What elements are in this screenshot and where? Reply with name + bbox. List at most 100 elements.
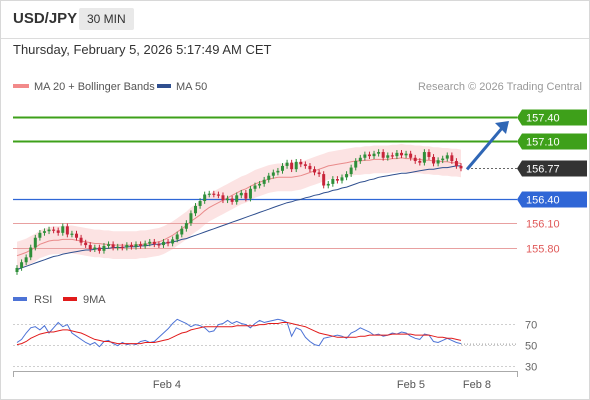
candle-body	[299, 161, 303, 165]
chart-legend: MA 20 + Bollinger Bands MA 50 Research ©…	[13, 81, 582, 93]
candle-body	[38, 232, 42, 238]
candle-body	[52, 229, 56, 231]
candle-body	[354, 161, 358, 168]
candle	[29, 244, 33, 261]
level-value: 157.40	[526, 113, 560, 125]
candle-body	[139, 244, 143, 246]
candle	[24, 254, 28, 266]
candle-body	[216, 194, 220, 196]
candle	[221, 192, 225, 204]
level-value: 157.10	[526, 137, 560, 149]
candle-body	[445, 155, 449, 159]
level-tag	[517, 160, 587, 177]
candle	[56, 227, 60, 236]
candle	[75, 230, 79, 241]
candle	[326, 181, 330, 189]
candle	[454, 158, 458, 169]
candle	[235, 192, 239, 205]
candle	[418, 158, 422, 166]
candle-body	[230, 198, 234, 202]
candle	[70, 230, 74, 238]
candle	[139, 241, 143, 249]
candle	[244, 190, 248, 202]
candle-body	[276, 170, 280, 173]
candle-body	[363, 154, 367, 158]
candle-body	[79, 237, 83, 243]
level-label-157-10: 157.10	[517, 133, 587, 150]
candle-body	[24, 257, 28, 263]
candle	[134, 241, 138, 250]
candle-body	[258, 183, 262, 186]
rsi-legend: RSI 9MA	[13, 294, 106, 306]
rsi-ma-legend-swatch	[63, 297, 77, 301]
candle	[102, 243, 106, 254]
candle	[377, 149, 381, 157]
candle-body	[345, 174, 349, 178]
candle-body	[381, 152, 385, 158]
candle	[207, 190, 211, 198]
candle-body	[20, 262, 24, 268]
candle	[303, 161, 307, 169]
candle-body	[97, 247, 101, 251]
candle	[294, 158, 298, 173]
ma20-legend-swatch	[13, 84, 29, 88]
candle	[317, 169, 321, 177]
candle-body	[326, 183, 330, 186]
candle-body	[340, 177, 344, 181]
candle	[253, 182, 257, 192]
candle-body	[84, 242, 88, 246]
candle	[88, 242, 92, 253]
candle-body	[42, 231, 46, 233]
candle	[335, 176, 339, 184]
candle	[15, 265, 19, 275]
level-value: 156.40	[526, 195, 560, 207]
candle	[47, 226, 51, 235]
symbol-title: USD/JPY	[13, 10, 78, 27]
candle-body	[221, 195, 225, 201]
candle-body	[303, 164, 307, 166]
header-bar: USD/JPY 30 MIN	[1, 1, 589, 39]
candle	[79, 234, 83, 246]
candle	[358, 154, 362, 164]
candle	[157, 241, 161, 248]
candle	[97, 244, 101, 254]
candle	[129, 242, 133, 250]
candle	[65, 223, 69, 238]
candle	[171, 236, 175, 247]
candle-body	[107, 244, 111, 246]
candle	[226, 195, 230, 204]
candle	[111, 241, 115, 251]
candle	[166, 238, 170, 247]
candle	[427, 149, 431, 160]
rsi-tick-label-50: 50	[525, 341, 537, 353]
candle	[372, 150, 376, 159]
candle	[120, 243, 124, 251]
candle-body	[399, 152, 403, 156]
candle-body	[372, 153, 376, 157]
candle	[212, 190, 216, 198]
candle-body	[15, 267, 19, 273]
candle-body	[70, 233, 74, 235]
candle-body	[120, 246, 124, 248]
candle-body	[271, 172, 275, 176]
candle-body	[33, 237, 37, 248]
ma20-line	[16, 157, 462, 257]
candle-body	[308, 165, 312, 170]
candle	[143, 240, 147, 249]
candle-body	[29, 247, 33, 258]
candle	[409, 150, 413, 161]
forecast-arrow-shaft	[465, 125, 505, 171]
timeframe-badge[interactable]: 30 MIN	[79, 8, 134, 30]
ma50-line	[16, 165, 461, 271]
level-value: 156.77	[526, 164, 560, 176]
candle	[404, 150, 408, 159]
candle-body	[441, 158, 445, 161]
copyright-credit: Research © 2026 Trading Central	[418, 81, 582, 93]
candle-body	[454, 161, 458, 166]
candle	[459, 163, 463, 172]
candle-body	[285, 162, 289, 166]
candle-body	[175, 234, 179, 240]
candle	[116, 243, 120, 251]
level-label-156-40: 156.40	[517, 191, 587, 208]
